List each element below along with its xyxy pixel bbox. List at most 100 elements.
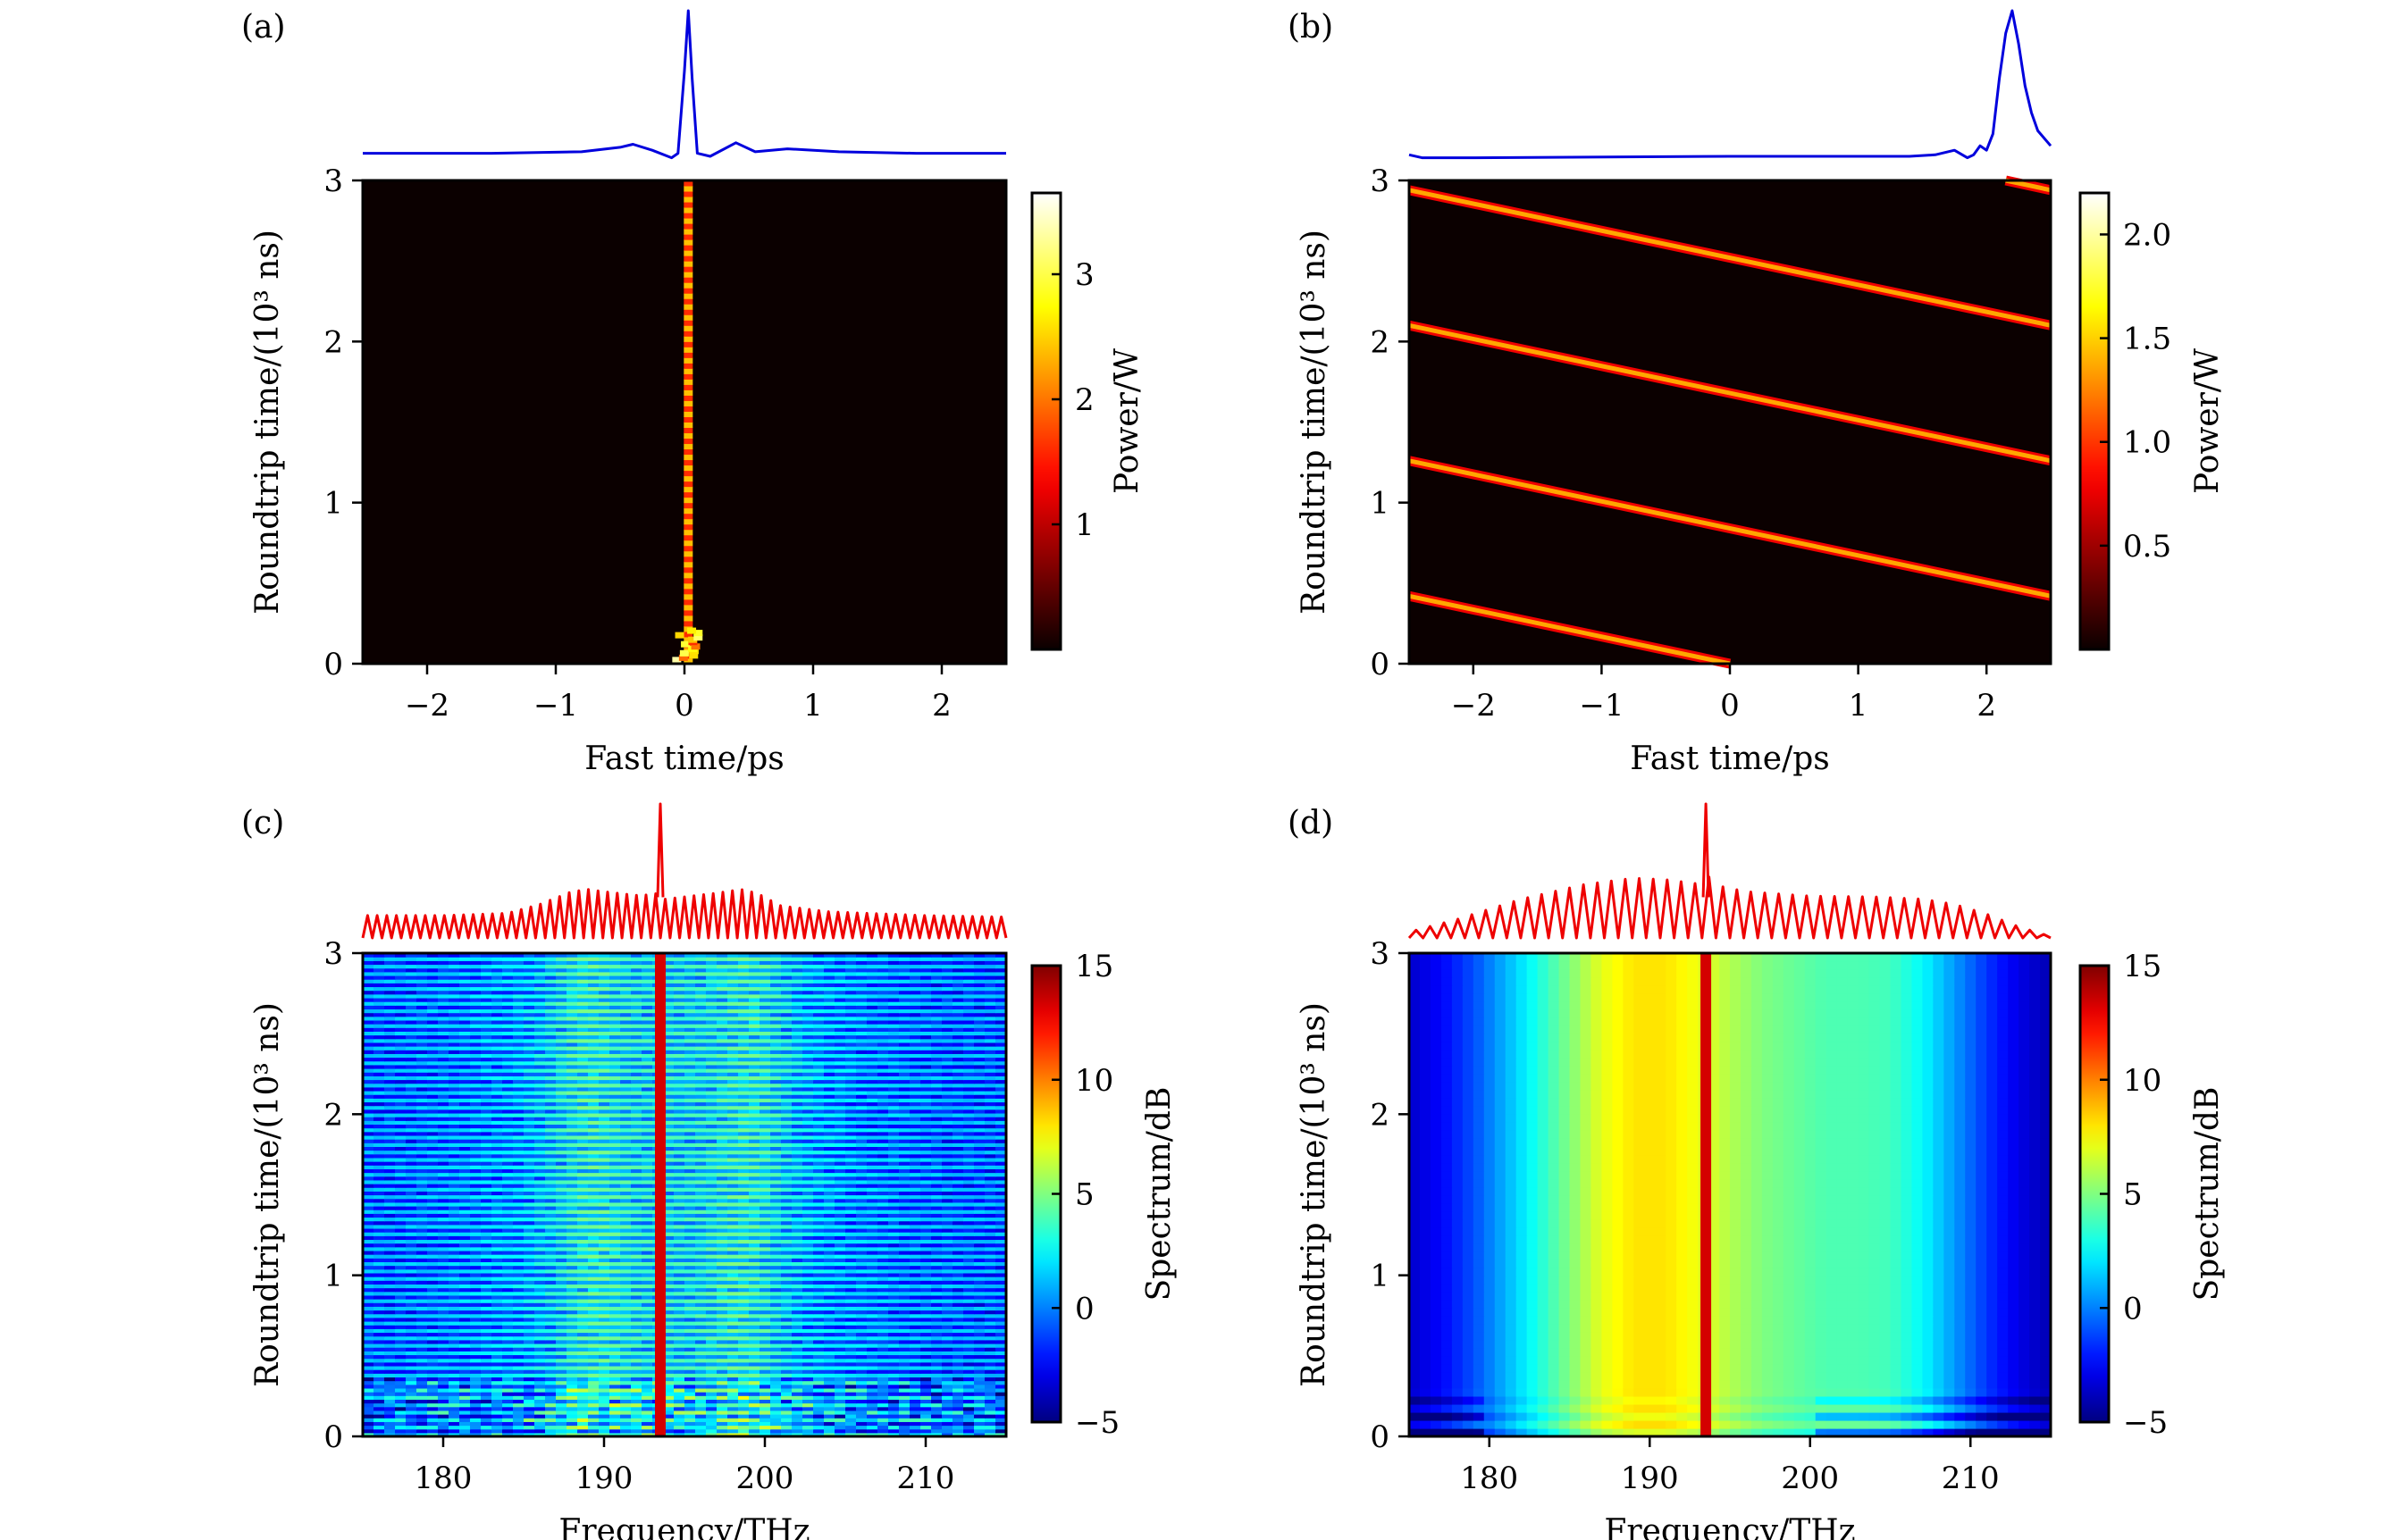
heatmap-cell: [813, 1392, 825, 1396]
heatmap-cell: [674, 1209, 685, 1214]
heatmap-cell: [867, 1428, 878, 1434]
heatmap-cell: [599, 1421, 610, 1427]
heatmap-cell: [502, 1320, 514, 1326]
heatmap-cell: [577, 1365, 589, 1370]
heatmap-cell: [824, 1421, 835, 1427]
heatmap-cell: [674, 1139, 685, 1143]
heatmap-cell: [502, 1276, 514, 1281]
heatmap-cell: [995, 1187, 1007, 1192]
heatmap-cell: [770, 1347, 782, 1352]
heatmap-cell: [749, 1139, 760, 1143]
heatmap-cell: [899, 1320, 911, 1326]
heatmap-cell: [631, 1317, 642, 1322]
heatmap-cell: [481, 1227, 492, 1233]
heatmap-cell: [545, 1287, 557, 1293]
heatmap-cell: [384, 1201, 396, 1207]
heatmap-cell: [877, 1184, 889, 1188]
heatmap-cell: [695, 1306, 707, 1311]
heatmap-cell: [556, 1369, 567, 1374]
heatmap-cell: [545, 1302, 557, 1307]
heatmap-cell: [416, 1280, 428, 1285]
heatmap-cell: [824, 1347, 835, 1352]
heatmap-cell: [770, 1246, 782, 1251]
heatmap-cell: [674, 1272, 685, 1277]
heatmap-cell: [824, 1150, 835, 1155]
heatmap-cell: [845, 1351, 857, 1356]
heatmap-cell: [406, 1191, 417, 1196]
soliton-cell: [684, 604, 693, 611]
heatmap-cell: [877, 1146, 889, 1151]
x-tick-label: 0: [675, 688, 694, 724]
heatmap-cell: [931, 1217, 943, 1222]
heatmap-cell: [727, 1179, 739, 1184]
heatmap-cell: [867, 1261, 878, 1267]
heatmap-cell: [620, 1201, 632, 1207]
heatmap-cell: [545, 1165, 557, 1169]
heatmap-cell: [781, 1299, 793, 1303]
heatmap-cell: [384, 1414, 396, 1419]
heatmap-cell: [792, 1220, 803, 1226]
heatmap-cell: [609, 1387, 621, 1393]
heatmap-cell: [459, 1172, 471, 1177]
heatmap-cell: [877, 1399, 889, 1404]
heatmap-cell: [395, 1235, 407, 1241]
heatmap-cell: [845, 1176, 857, 1181]
heatmap-cell: [717, 1232, 728, 1236]
heatmap-cell: [995, 1395, 1007, 1400]
heatmap-cell: [845, 1235, 857, 1241]
heatmap-cell: [513, 1402, 525, 1408]
heatmap-cell: [835, 1176, 846, 1181]
heatmap-cell: [470, 1276, 482, 1281]
heatmap-cell: [792, 1373, 803, 1378]
heatmap-cell: [406, 1310, 417, 1315]
heatmap-cell: [406, 1399, 417, 1404]
heatmap-cell: [706, 1325, 718, 1329]
heatmap-cell: [770, 1361, 782, 1367]
heatmap-cell: [524, 1351, 535, 1356]
heatmap-cell: [792, 1369, 803, 1374]
heatmap-cell: [534, 1287, 546, 1293]
heatmap-cell: [953, 1161, 964, 1166]
colorbar-tick-label: 2.0: [2123, 217, 2171, 253]
heatmap-cell: [770, 1299, 782, 1303]
heatmap-cell: [427, 1343, 439, 1348]
heatmap-cell: [491, 1150, 503, 1155]
heatmap-cell: [363, 1414, 374, 1419]
heatmap-cell: [577, 1153, 589, 1159]
heatmap-cell: [470, 1377, 482, 1382]
heatmap-cell: [717, 1250, 728, 1255]
heatmap-cell: [738, 1254, 750, 1259]
heatmap-cell: [974, 1339, 986, 1344]
heatmap-cell: [802, 1358, 814, 1363]
heatmap-cell: [406, 1198, 417, 1203]
heatmap-cell: [567, 1384, 578, 1389]
heatmap-cell: [438, 1258, 449, 1263]
heatmap-cell: [963, 1395, 975, 1400]
heatmap-cell: [577, 1209, 589, 1214]
heatmap-cell: [792, 1239, 803, 1244]
heatmap-cell: [406, 1161, 417, 1166]
heatmap-cell: [856, 1395, 868, 1400]
heatmap-cell: [792, 1217, 803, 1222]
heatmap-cell: [609, 1392, 621, 1396]
heatmap-cell: [963, 1294, 975, 1300]
heatmap-cell: [802, 1287, 814, 1293]
heatmap-cell: [995, 1261, 1007, 1267]
heatmap-cell: [770, 1320, 782, 1326]
heatmap-cell: [545, 1209, 557, 1214]
heatmap-cell: [599, 1250, 610, 1255]
heatmap-cell: [749, 1172, 760, 1177]
soliton-cell: [684, 465, 693, 472]
heatmap-cell: [406, 1194, 417, 1200]
heatmap-cell: [545, 1425, 557, 1430]
heatmap-cell: [792, 1168, 803, 1174]
heatmap-cell: [427, 1369, 439, 1374]
heatmap-cell: [963, 1402, 975, 1408]
heatmap-cell: [502, 1313, 514, 1318]
heatmap-cell: [373, 1209, 385, 1214]
heatmap-cell: [620, 1399, 632, 1404]
heatmap-cell: [931, 1291, 943, 1296]
heatmap-cell: [684, 1153, 696, 1159]
heatmap-cell: [995, 1354, 1007, 1360]
heatmap-cell: [631, 1194, 642, 1200]
